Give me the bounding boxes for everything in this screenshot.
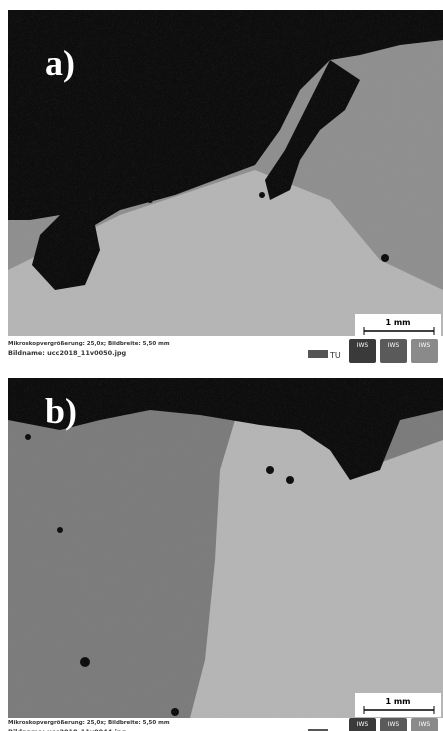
tu-logo: TU: [329, 351, 341, 360]
iws-text: IWS: [388, 721, 400, 728]
caption: Mikroskopvergrößerung: 25,0x; Bildbreite…: [8, 720, 170, 726]
iws-text: IWS: [357, 721, 369, 728]
iws-text: IWS: [357, 342, 369, 349]
iws-text: IWS: [388, 342, 400, 349]
pore: [235, 145, 245, 155]
file-name: Bildname: ucc2018_11v0050.jpg: [8, 349, 127, 357]
iws-text: IWS: [419, 342, 431, 349]
bright-zone: [190, 420, 443, 718]
panel: b) 1 mm Mikroskopvergrößerung: 25,0x; Bild…: [8, 378, 443, 731]
pore: [25, 434, 31, 440]
figure: a) 1 mm Mikroskopvergrößerung: 25,0x; Bild…: [0, 0, 443, 731]
iws-text: IWS: [419, 721, 431, 728]
pore: [266, 466, 274, 474]
pore: [259, 192, 265, 198]
scale-text: 1 mm: [385, 697, 410, 706]
panel-label: b): [45, 391, 77, 431]
pore: [80, 657, 90, 667]
pore: [381, 254, 389, 262]
pore: [171, 708, 179, 716]
caption: Mikroskopvergrößerung: 25,0x; Bildbreite…: [8, 341, 170, 347]
tu-logo-mark: [308, 350, 328, 358]
scale-text: 1 mm: [385, 318, 410, 327]
pore: [147, 197, 153, 203]
pore: [286, 476, 294, 484]
pore: [57, 527, 63, 533]
panel: a) 1 mm Mikroskopvergrößerung: 25,0x; Bild…: [8, 10, 443, 363]
panel-label: a): [45, 43, 75, 83]
